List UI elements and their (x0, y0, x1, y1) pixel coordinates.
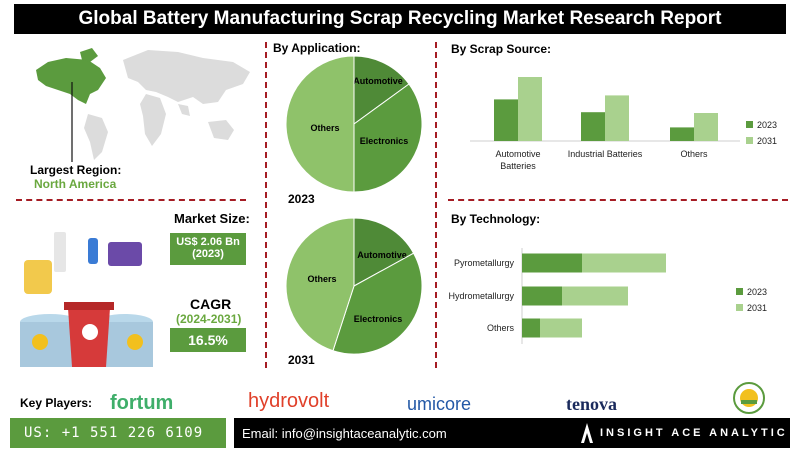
legend-label: 2031 (757, 136, 777, 146)
hbar-2031-0 (582, 253, 666, 273)
bar-2023-2 (670, 127, 694, 141)
world-map (36, 48, 250, 162)
bar-2031-2 (694, 113, 718, 141)
pie-label-electronics: Electronics (354, 314, 403, 324)
cagr-value: 16.5% (170, 328, 246, 352)
category-label: Pyrometallurgy (454, 258, 515, 268)
bar-2023-0 (494, 99, 518, 141)
divider-left (265, 42, 267, 368)
legend-label: 2023 (757, 120, 777, 130)
brand-logo-icon (581, 423, 593, 443)
scrap-source-title: By Scrap Source: (451, 42, 552, 56)
phone-contact[interactable]: US: +1 551 226 6109 (10, 418, 226, 448)
legend-swatch (736, 304, 743, 311)
key-players-label: Key Players: (20, 396, 93, 410)
category-label: Others (487, 323, 515, 333)
legend-swatch (746, 137, 753, 144)
divider-right (435, 42, 437, 368)
pie-slice-others (285, 55, 355, 193)
category-label: Hydrometallurgy (448, 291, 514, 301)
report-title: Global Battery Manufacturing Scrap Recyc… (14, 4, 786, 34)
north-america-shape (36, 58, 106, 104)
cagr-label: CAGR (190, 296, 232, 312)
legend-swatch (736, 288, 743, 295)
market-size-value: US$ 2.06 Bn (176, 236, 240, 248)
region-label: Largest Region: (30, 163, 122, 177)
market-size-box: US$ 2.06 Bn (2023) (170, 233, 246, 265)
pie-label-others: Others (310, 123, 339, 133)
legend-label: 2023 (747, 287, 767, 297)
cagr-period: (2024-2031) (176, 312, 242, 326)
tenova-logo: tenova (566, 394, 617, 414)
footer-bar: Email: info@insightaceanalytic.com INSIG… (234, 418, 790, 448)
technology-chart: Pyrometallurgy Hydrometallurgy Others 2023 2… (448, 248, 767, 344)
hbar-2023-2 (522, 318, 540, 338)
pie-slice-automotive (353, 55, 410, 125)
pie-2031: Automotive Electronics Others (285, 217, 423, 355)
pie-label-automotive: Automotive (357, 250, 407, 260)
hbar-2023-0 (522, 253, 582, 273)
bar-2031-0 (518, 77, 542, 141)
pie-label-others: Others (307, 274, 336, 284)
brand-name: INSIGHT ACE ANALYTIC (600, 427, 788, 439)
bar-2031-1 (605, 95, 629, 141)
pie-slice-automotive (353, 217, 415, 287)
company-badge-icon (733, 382, 765, 414)
category-label: Automotive (495, 149, 540, 159)
pie-slice-electronics (353, 83, 423, 193)
hydrovolt-logo: hydrovolt (248, 390, 330, 412)
market-size-year: (2023) (192, 248, 224, 260)
divider-left-h (16, 199, 246, 201)
region-value: North America (34, 177, 117, 191)
umicore-logo: umicore (407, 394, 472, 414)
battery-scrap-illustration (20, 232, 153, 367)
hbar-2031-1 (562, 286, 628, 306)
market-size-label: Market Size: (174, 211, 250, 226)
category-label: Others (680, 149, 708, 159)
pie-label-electronics: Electronics (360, 136, 409, 146)
email-contact[interactable]: Email: info@insightaceanalytic.com (242, 426, 447, 441)
technology-title: By Technology: (451, 212, 541, 226)
legend-swatch (746, 121, 753, 128)
scrap-source-chart: Automotive Batteries Industrial Batteries O… (470, 77, 777, 171)
pie-slice-others (285, 217, 355, 352)
pie-slice-electronics (332, 252, 423, 355)
category-label: Batteries (500, 161, 536, 171)
divider-right-h (448, 199, 788, 201)
legend-label: 2031 (747, 303, 767, 313)
pie-label-automotive: Automotive (353, 76, 403, 86)
pie-2023: Automotive Electronics Others (285, 55, 423, 193)
hbar-2023-1 (522, 286, 562, 306)
pie-2023-year: 2023 (288, 192, 315, 206)
category-label: Industrial Batteries (568, 149, 643, 159)
pie-2031-year: 2031 (288, 353, 315, 367)
fortum-logo: fortum (110, 392, 174, 414)
application-title: By Application: (273, 41, 361, 55)
bar-2023-1 (581, 112, 605, 141)
hbar-2031-2 (540, 318, 582, 338)
